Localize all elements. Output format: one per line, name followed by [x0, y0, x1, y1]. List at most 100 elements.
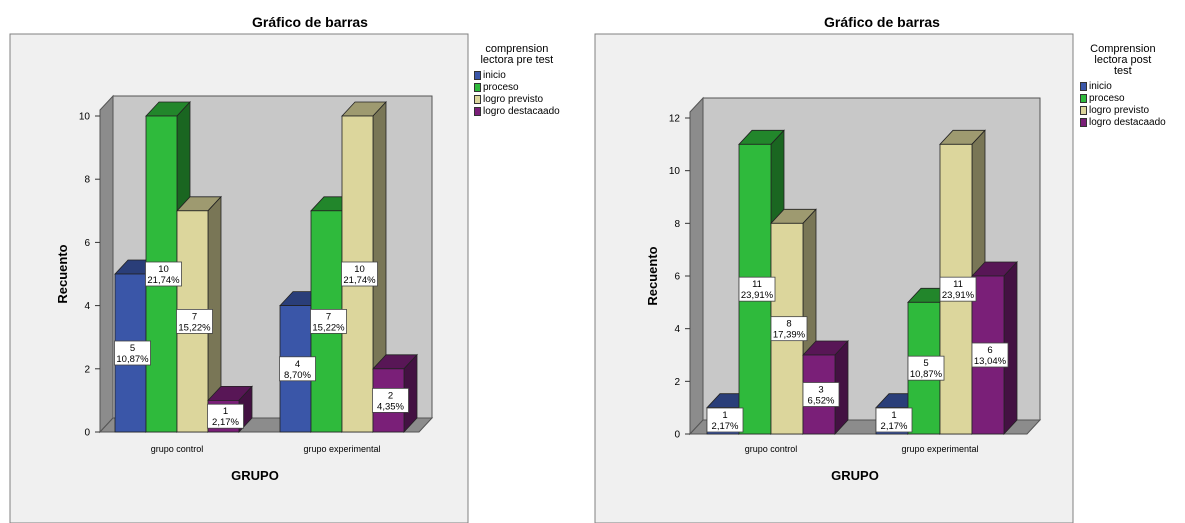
data-label-percent: 15,22% — [312, 322, 345, 333]
data-label-percent: 23,91% — [942, 290, 975, 301]
data-label-count: 11 — [752, 279, 762, 290]
chart-title: Gráfico de barras — [252, 14, 368, 30]
data-label-box — [279, 356, 316, 382]
data-label-count: 1 — [722, 410, 727, 421]
y-axis-label: Recuento — [645, 246, 660, 305]
data-label-percent: 15,22% — [178, 322, 211, 333]
data-label-count: 10 — [158, 264, 169, 275]
data-label-percent: 2,17% — [712, 421, 739, 432]
legend-item-inicio: inicio — [1080, 80, 1166, 92]
legend-swatch — [1080, 81, 1087, 91]
legend-item-proceso: proceso — [1080, 92, 1166, 104]
data-label-box — [738, 276, 776, 302]
data-label-count: 5 — [130, 343, 135, 354]
data-label-box — [971, 342, 1009, 368]
data-label-percent: 2,17% — [212, 417, 239, 428]
data-label-percent: 6,52% — [808, 396, 835, 407]
data-label-count: 8 — [786, 319, 791, 330]
data-label-percent: 8,70% — [284, 370, 311, 381]
left-wall — [689, 96, 704, 436]
legend-label: inicio — [483, 69, 506, 81]
data-label-percent: 4,35% — [377, 401, 404, 412]
data-label-box — [770, 316, 808, 342]
y-tick-label: 8 — [674, 219, 680, 230]
legend-title-line: test — [1114, 65, 1132, 77]
data-label-box — [939, 276, 977, 302]
legend-title-line: lectora post — [1094, 54, 1152, 66]
legend-label: proceso — [483, 81, 519, 93]
y-tick-label: 0 — [84, 428, 90, 439]
legend-label: logro previsto — [483, 93, 544, 105]
legend-swatch — [474, 94, 481, 104]
data-label-count: 2 — [388, 390, 393, 401]
y-tick-label: 2 — [84, 364, 90, 375]
x-category-label: grupo experimental — [901, 444, 978, 454]
x-axis-label: GRUPO — [231, 468, 279, 483]
data-label-box — [907, 355, 945, 381]
data-label-box — [310, 308, 347, 334]
data-label-percent: 10,87% — [116, 354, 149, 365]
chart-title: Gráfico de barras — [824, 14, 940, 30]
bar-chart-pretest: Gráfico de barras 0 2 4 6 8 10 Recuento grupo co… — [9, 14, 469, 523]
legend-item-logro-previsto: logro previsto — [1080, 104, 1166, 116]
data-label-count: 4 — [295, 359, 300, 370]
legend-swatch — [1080, 105, 1087, 115]
data-label-count: 7 — [326, 311, 331, 322]
y-tick-label: 0 — [674, 430, 680, 441]
x-category-label: grupo experimental — [303, 444, 380, 454]
legend-label: logro destacaado — [1089, 116, 1166, 128]
legend-title-line: comprension — [485, 43, 549, 55]
data-label-box — [207, 403, 244, 429]
legend-title: Comprension lectora post test — [1080, 44, 1166, 77]
y-tick-label: 6 — [84, 238, 90, 249]
legend-swatch — [474, 106, 481, 116]
data-label-count: 7 — [192, 311, 197, 322]
data-label-percent: 21,74% — [343, 275, 376, 286]
left-wall — [99, 94, 114, 434]
data-label-count: 1 — [223, 406, 228, 417]
data-label-percent: 13,04% — [974, 356, 1007, 367]
legend-label: inicio — [1089, 80, 1112, 92]
y-tick-label: 2 — [674, 377, 680, 388]
data-label-percent: 23,91% — [741, 290, 774, 301]
legend-title: comprension lectora pre test — [474, 44, 560, 66]
x-category-label: grupo control — [151, 444, 204, 454]
y-tick-label: 10 — [669, 166, 681, 177]
data-label-count: 11 — [953, 279, 963, 290]
x-axis-label: GRUPO — [831, 468, 879, 483]
data-label-percent: 17,39% — [773, 330, 806, 341]
legend-swatch — [474, 70, 481, 80]
data-label-count: 6 — [987, 345, 992, 356]
y-tick-label: 12 — [669, 114, 681, 125]
data-label-percent: 10,87% — [910, 369, 943, 380]
legend-swatch — [1080, 93, 1087, 103]
bar-chart-posttest: Gráfico de barras 0 2 4 6 8 10 12 Recuento grupo … — [594, 14, 1074, 523]
legend-posttest: Comprension lectora post test inicio pro… — [1080, 44, 1166, 128]
legend-item-logro-previsto: logro previsto — [474, 93, 560, 105]
legend-item-inicio: inicio — [474, 69, 560, 81]
legend-item-logro-destacaado: logro destacaado — [474, 105, 560, 117]
data-label-box — [145, 261, 182, 287]
legend-title-line: Comprension — [1090, 43, 1156, 55]
data-label-count: 1 — [891, 410, 896, 421]
data-label-count: 5 — [923, 358, 928, 369]
data-label-box — [706, 407, 744, 433]
y-tick-label: 6 — [674, 272, 680, 283]
legend-item-logro-destacaado: logro destacaado — [1080, 116, 1166, 128]
data-label-box — [114, 340, 151, 366]
data-label-count: 10 — [354, 264, 365, 275]
y-tick-label: 10 — [79, 112, 91, 123]
legend-label: logro previsto — [1089, 104, 1150, 116]
legend-title-line: lectora pre test — [480, 54, 554, 66]
data-label-percent: 2,17% — [881, 421, 908, 432]
legend-swatch — [474, 82, 481, 92]
y-tick-label: 8 — [84, 175, 90, 186]
legend-swatch — [1080, 117, 1087, 127]
y-tick-label: 4 — [84, 301, 90, 312]
legend-label: proceso — [1089, 92, 1125, 104]
legend-item-proceso: proceso — [474, 81, 560, 93]
data-label-box — [802, 382, 840, 407]
data-label-box — [341, 261, 378, 287]
chart-panel-posttest: Gráfico de barras 0 2 4 6 8 10 12 Recuento grupo … — [590, 0, 1185, 523]
y-tick-label: 4 — [674, 324, 680, 335]
